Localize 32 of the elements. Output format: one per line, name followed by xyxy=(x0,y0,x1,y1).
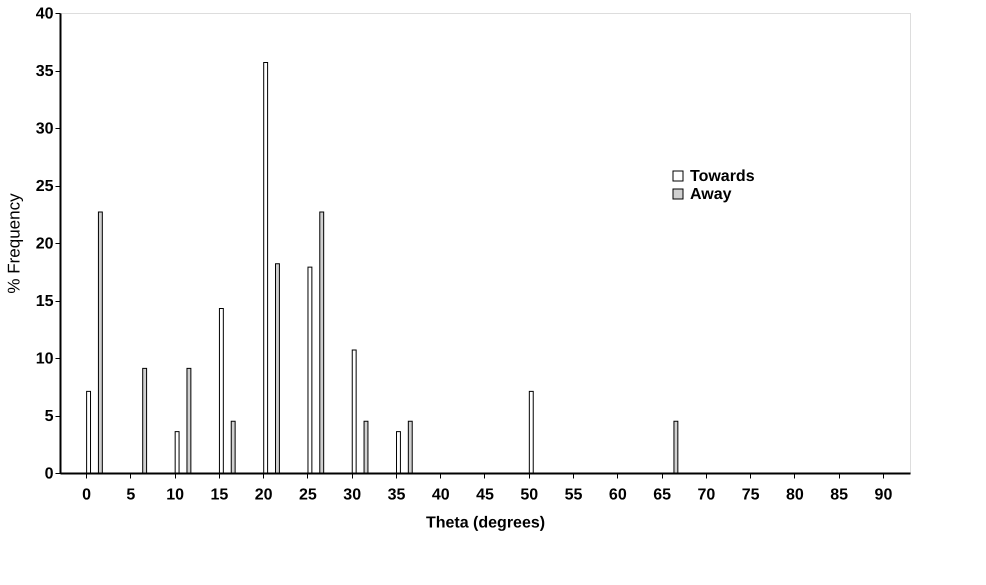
y-tick-label: 15 xyxy=(36,293,54,310)
x-tick-label: 45 xyxy=(476,486,494,504)
y-tick-label: 0 xyxy=(44,466,54,482)
x-tick-label: 85 xyxy=(830,486,848,504)
y-tick-label: 40 xyxy=(36,6,54,22)
y-axis-title: % Frequency xyxy=(4,192,24,294)
x-tick-label: 60 xyxy=(608,486,627,504)
legend-label: Away xyxy=(690,186,732,203)
y-tick-label: 30 xyxy=(36,120,54,138)
x-tick-label: 50 xyxy=(520,486,538,504)
x-tick-label: 10 xyxy=(166,486,184,504)
x-tick-label: 40 xyxy=(432,486,450,504)
x-tick-label: 30 xyxy=(343,486,362,504)
x-tick-label: 20 xyxy=(254,486,273,504)
y-tick-label: 10 xyxy=(36,350,54,368)
x-tick-label: 25 xyxy=(299,486,317,504)
x-tick-label: 75 xyxy=(742,486,760,504)
x-tick-label: 90 xyxy=(874,486,892,504)
y-tick-label: 5 xyxy=(44,408,54,425)
y-tick-label: 20 xyxy=(36,236,54,252)
x-tick-label: 35 xyxy=(388,486,406,504)
x-tick-label: 70 xyxy=(697,486,716,504)
x-tick-label: 0 xyxy=(82,486,92,504)
x-axis-title: Theta (degrees) xyxy=(426,514,546,532)
legend-label: Towards xyxy=(690,168,755,185)
x-tick-label: 15 xyxy=(210,486,228,504)
x-tick-label: 55 xyxy=(564,486,583,504)
x-tick-label: 80 xyxy=(786,486,804,504)
y-tick-label: 35 xyxy=(36,63,54,80)
x-tick-label: 65 xyxy=(653,486,672,504)
y-tick-label: 25 xyxy=(36,178,54,195)
x-tick-label: 5 xyxy=(126,486,136,504)
